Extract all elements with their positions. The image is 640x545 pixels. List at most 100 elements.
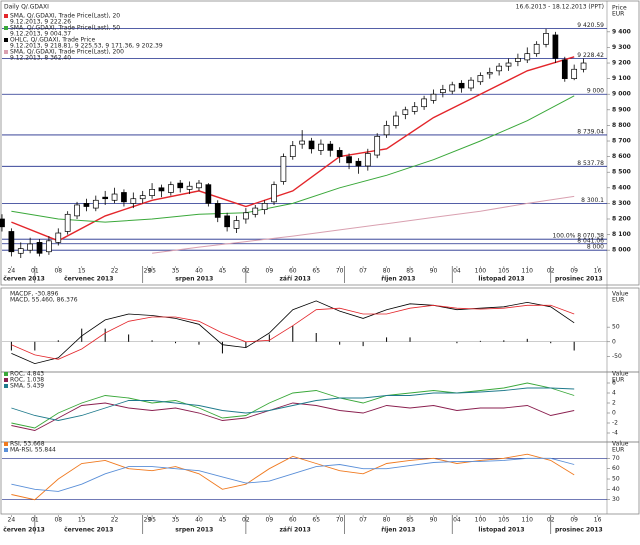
x-tick-label: 80 — [383, 268, 391, 275]
y-tick-label: 8 200 — [612, 215, 631, 222]
level-label: 9 420.59 — [577, 22, 604, 29]
level-label: 8 300.1 — [581, 197, 604, 204]
unit-label: Value — [612, 441, 629, 448]
date-range: 16.6.2013 - 18.12.2013 (PPT) — [516, 4, 604, 11]
x-tick-label: 90 — [430, 517, 438, 524]
signal-line — [11, 304, 575, 360]
macd-line — [11, 300, 575, 365]
candle-body — [261, 203, 268, 210]
y-tick-label: 50 — [612, 324, 620, 331]
legend-swatch — [4, 50, 8, 54]
candle-body — [411, 106, 418, 112]
y-tick-label: 6 — [612, 380, 616, 387]
indicator-line — [11, 457, 575, 492]
candle-body — [383, 125, 390, 136]
y-tick-label: 60 — [612, 465, 620, 472]
histogram-bar — [221, 341, 223, 354]
x-tick-label: 09 — [266, 268, 274, 275]
month-label: červenec 2013 — [64, 527, 113, 534]
x-tick-label: 09 — [266, 517, 274, 524]
candle-body — [17, 248, 24, 254]
candle-body — [196, 182, 202, 189]
candle-body — [280, 156, 287, 182]
candle-body — [27, 243, 33, 251]
candle-body — [205, 184, 212, 204]
histogram-bar — [268, 334, 270, 342]
legend-swatch — [4, 14, 8, 18]
candle-body — [224, 215, 230, 228]
x-tick-label: 29 — [144, 517, 152, 524]
y-tick-label: 8 600 — [612, 153, 631, 160]
y-tick-label: 2 — [612, 400, 616, 407]
y-tick-label: 0 — [612, 410, 616, 417]
month-label: říjen 2013 — [381, 527, 415, 534]
y-tick-label: 8 500 — [612, 169, 631, 176]
histogram-bar — [34, 341, 36, 351]
x-tick-label: 100 — [475, 517, 487, 524]
level-label: 9 228.42 — [577, 52, 604, 59]
candle-body — [36, 242, 43, 254]
month-label: září 2013 — [279, 276, 310, 283]
y-tick-label: 9 200 — [612, 60, 631, 67]
candle-body — [364, 153, 371, 167]
candle-body — [130, 198, 137, 204]
chart-title: Daily Q/.GDAXI — [4, 4, 49, 11]
legend-swatch — [4, 448, 8, 452]
candle-body — [64, 213, 71, 232]
candle-body — [243, 212, 249, 220]
y-tick-label: 8 100 — [612, 231, 631, 238]
indicator-line — [11, 387, 575, 421]
month-label: červenec 2013 — [64, 276, 113, 283]
x-tick-label: 24 — [8, 517, 16, 524]
candle-body — [515, 57, 521, 62]
candle-body — [327, 143, 334, 151]
legend-swatch — [4, 38, 8, 42]
candle-body — [214, 203, 221, 218]
y-tick-label: 50 — [612, 476, 620, 483]
candle-body — [505, 62, 512, 67]
histogram-bar — [198, 341, 200, 345]
month-label: srpen 2013 — [175, 527, 213, 534]
legend-entry: MACD, 55.460, 86.376 — [10, 297, 78, 304]
candle-body — [308, 140, 315, 150]
x-tick-label: 04 — [453, 268, 461, 275]
x-tick-label: 105 — [498, 517, 510, 524]
legend-entry: MACDF, -30.896 — [10, 291, 59, 298]
legend-value: 9.12.2013, 9 222.26 — [10, 19, 71, 26]
x-tick-label: 16 — [594, 268, 602, 275]
indicator-line — [11, 402, 575, 431]
histogram-bar — [362, 341, 364, 347]
level-label: 8 537.78 — [577, 160, 604, 167]
moving-average-line — [11, 56, 575, 242]
candle-body — [552, 34, 559, 59]
unit-label: Value — [612, 371, 629, 378]
x-tick-label: 09 — [570, 268, 578, 275]
x-tick-label: 35 — [172, 517, 180, 524]
x-tick-label: 65 — [312, 268, 320, 275]
candle-body — [111, 193, 118, 201]
unit-label: Value — [612, 291, 629, 298]
histogram-bar — [386, 337, 388, 342]
legend-entry: SMA, Q/.GDAXI, Trade Price(Last), 200 — [10, 49, 124, 56]
x-tick-label: 22 — [111, 268, 119, 275]
x-tick-label: 80 — [383, 517, 391, 524]
unit-label: EUR — [612, 447, 624, 454]
candle-body — [149, 189, 155, 196]
y-tick-label: 8 000 — [612, 247, 631, 254]
x-tick-label: 04 — [453, 517, 461, 524]
legend-entry: SMA, Q/.GDAXI, Trade Price(Last), 20 — [10, 13, 120, 20]
x-tick-label: 09 — [570, 517, 578, 524]
indicator-line — [11, 453, 575, 501]
month-label: prosinec 2013 — [555, 527, 603, 534]
candle-body — [186, 185, 193, 190]
x-tick-label: 08 — [54, 268, 62, 275]
legend-swatch — [4, 378, 8, 382]
x-tick-label: 105 — [498, 268, 510, 275]
y-tick-label: 0 — [612, 338, 616, 345]
y-tick-label: 30 — [612, 496, 620, 503]
month-label: listopad 2013 — [478, 527, 524, 534]
legend-entry: ROC, 1.038 — [10, 377, 44, 384]
histogram-bar — [81, 328, 83, 342]
level-label: 8 041.06 — [577, 237, 604, 244]
